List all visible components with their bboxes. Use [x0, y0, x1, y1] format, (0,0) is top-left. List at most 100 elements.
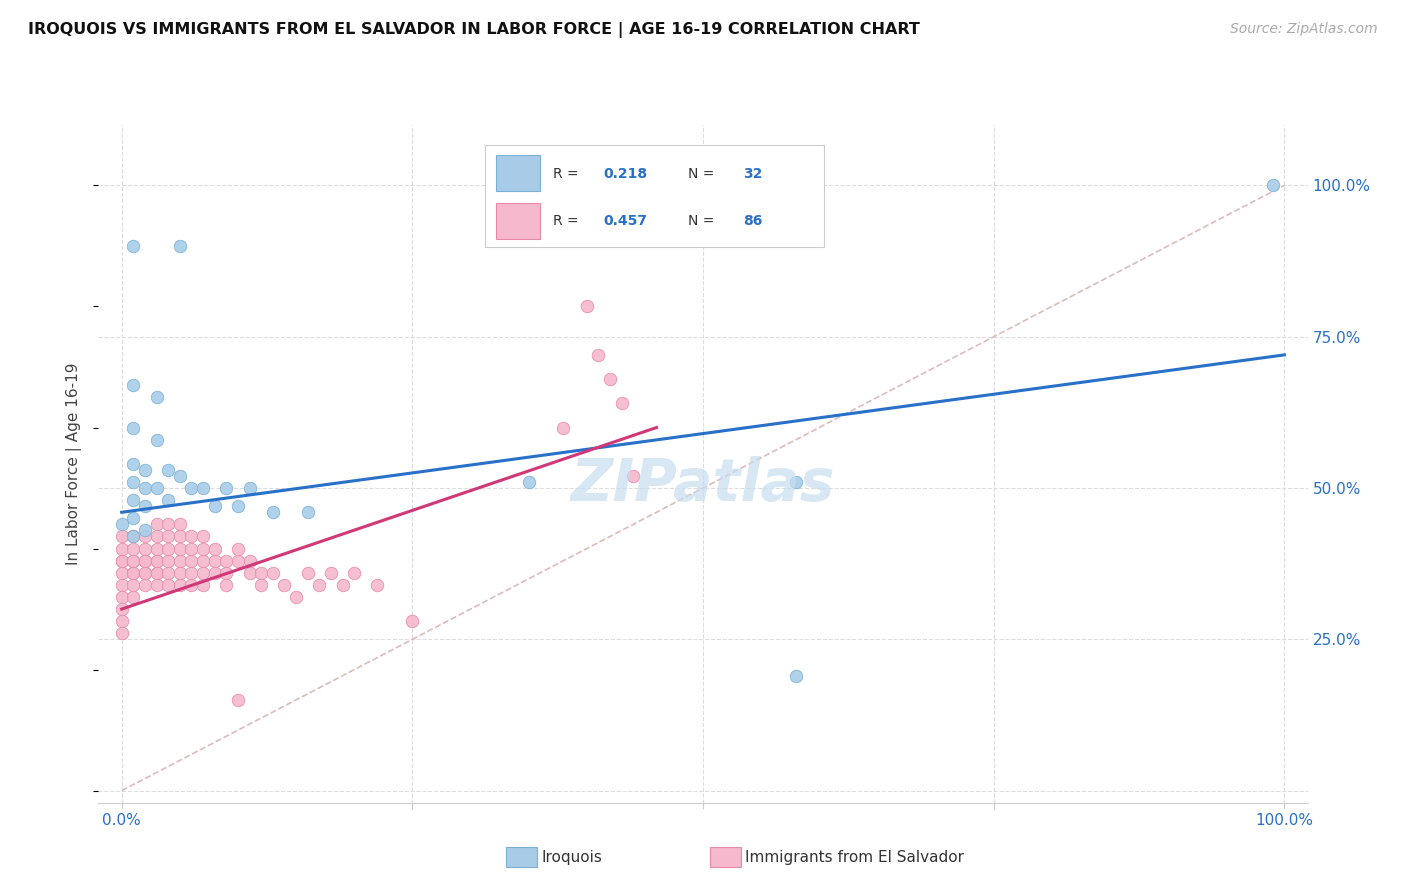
Point: [157, 541, 180, 556]
Point: [262, 505, 284, 519]
Point: [239, 554, 262, 568]
Point: [134, 500, 156, 514]
Point: [145, 566, 167, 580]
Text: ZIPatlas: ZIPatlas: [571, 456, 835, 513]
Point: [204, 541, 226, 556]
Point: [169, 469, 191, 483]
Point: [134, 524, 156, 538]
Point: [343, 566, 366, 580]
Point: [122, 529, 145, 543]
Point: [285, 590, 308, 604]
Point: [157, 517, 180, 532]
Point: [134, 554, 156, 568]
Point: [215, 578, 238, 592]
Point: [111, 590, 134, 604]
Point: [553, 420, 575, 434]
Point: [111, 614, 134, 628]
Point: [297, 566, 319, 580]
Point: [157, 493, 180, 508]
Point: [169, 578, 191, 592]
Point: [169, 566, 191, 580]
Point: [610, 396, 633, 410]
Point: [145, 481, 167, 495]
Y-axis label: In Labor Force | Age 16-19: In Labor Force | Age 16-19: [66, 362, 83, 566]
Point: [111, 566, 134, 580]
Point: [366, 578, 388, 592]
Text: Immigrants from El Salvador: Immigrants from El Salvador: [745, 850, 965, 864]
Point: [239, 481, 262, 495]
Point: [401, 614, 423, 628]
Point: [250, 578, 273, 592]
Point: [145, 517, 167, 532]
Point: [169, 529, 191, 543]
Point: [122, 493, 145, 508]
Point: [1261, 178, 1284, 193]
Point: [180, 566, 202, 580]
Point: [157, 463, 180, 477]
Point: [191, 529, 214, 543]
Point: [134, 566, 156, 580]
Point: [785, 475, 807, 489]
Point: [122, 554, 145, 568]
Point: [122, 566, 145, 580]
Point: [250, 566, 273, 580]
Point: [204, 554, 226, 568]
Point: [215, 481, 238, 495]
Point: [111, 578, 134, 592]
Point: [122, 578, 145, 592]
Point: [145, 554, 167, 568]
Point: [204, 500, 226, 514]
Point: [157, 554, 180, 568]
Point: [180, 578, 202, 592]
Point: [111, 602, 134, 616]
Point: [122, 420, 145, 434]
Point: [134, 566, 156, 580]
Point: [157, 578, 180, 592]
Point: [785, 669, 807, 683]
Point: [180, 554, 202, 568]
Point: [145, 578, 167, 592]
Point: [169, 239, 191, 253]
Point: [297, 505, 319, 519]
Point: [122, 554, 145, 568]
Point: [134, 529, 156, 543]
Point: [599, 372, 621, 386]
Text: Source: ZipAtlas.com: Source: ZipAtlas.com: [1230, 22, 1378, 37]
Point: [122, 475, 145, 489]
Point: [111, 517, 134, 532]
Point: [111, 541, 134, 556]
Point: [122, 511, 145, 525]
Point: [191, 578, 214, 592]
Point: [122, 590, 145, 604]
Point: [145, 566, 167, 580]
Point: [145, 541, 167, 556]
Point: [111, 554, 134, 568]
Point: [262, 566, 284, 580]
Point: [226, 500, 249, 514]
Point: [332, 578, 354, 592]
Point: [111, 529, 134, 543]
Point: [134, 463, 156, 477]
Point: [273, 578, 295, 592]
Point: [134, 554, 156, 568]
Point: [215, 554, 238, 568]
Point: [517, 475, 540, 489]
Point: [588, 348, 610, 362]
Point: [145, 554, 167, 568]
Point: [180, 481, 202, 495]
Point: [122, 529, 145, 543]
Point: [169, 541, 191, 556]
Point: [621, 469, 644, 483]
Point: [180, 541, 202, 556]
Point: [169, 554, 191, 568]
Point: [239, 566, 262, 580]
Point: [204, 566, 226, 580]
Point: [122, 541, 145, 556]
Point: [180, 529, 202, 543]
Point: [191, 566, 214, 580]
Text: IROQUOIS VS IMMIGRANTS FROM EL SALVADOR IN LABOR FORCE | AGE 16-19 CORRELATION C: IROQUOIS VS IMMIGRANTS FROM EL SALVADOR …: [28, 22, 920, 38]
Point: [145, 529, 167, 543]
Text: Iroquois: Iroquois: [541, 850, 602, 864]
Point: [575, 300, 598, 314]
Point: [226, 541, 249, 556]
